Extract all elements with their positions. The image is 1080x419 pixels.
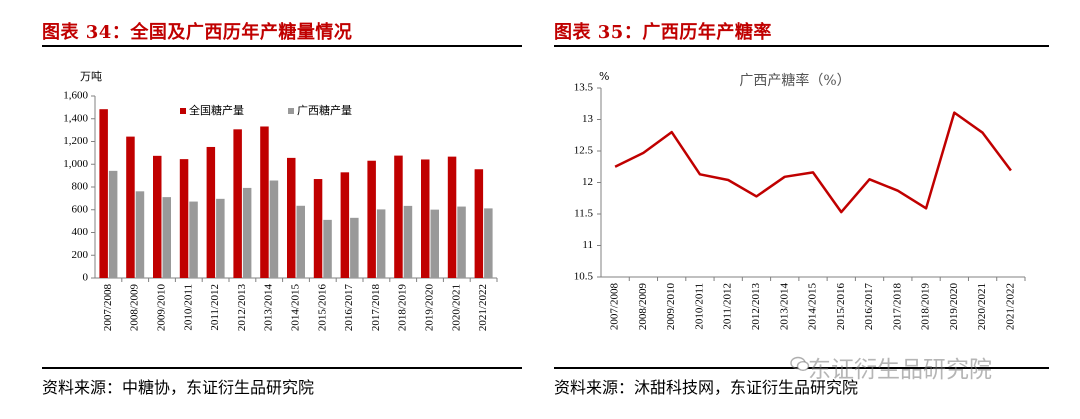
figure-34-bottom-rule [42,367,522,369]
x-tick-label: 2019/2020 [948,283,960,331]
y-unit-label: 万吨 [80,70,102,83]
bar-guangxi [457,206,466,278]
x-tick-label: 2016/2017 [343,284,355,332]
x-tick-label: 2011/2012 [722,283,734,330]
x-tick-label: 2010/2011 [182,284,194,331]
y-tick-label: 200 [72,249,89,261]
bar-national [126,136,135,278]
figure-35-title: 图表 35：广西历年产糖率 [554,22,772,43]
bar-guangxi [350,217,359,278]
bar-guangxi [376,209,386,278]
bar-national [474,169,484,278]
watermark-text: 东证衍生品研究院 [808,357,992,383]
bar-guangxi [108,170,118,278]
x-tick-label: 2017/2018 [370,284,382,332]
bar-national [260,126,269,278]
bar-national [394,155,403,278]
x-tick-label: 2014/2015 [807,283,819,331]
y-tick-label: 10.5 [574,271,594,283]
x-tick-label: 2020/2021 [976,283,988,330]
wechat-icon [790,356,810,372]
bar-guangxi [430,209,439,278]
bar-guangxi [189,201,198,278]
x-tick-label: 2010/2011 [693,283,705,330]
x-tick-label: 2021/2022 [477,284,489,331]
x-tick-label: 2017/2018 [891,283,903,331]
x-tick-label: 2013/2014 [263,284,275,332]
x-tick-label: 2019/2020 [424,284,436,332]
bar-national [340,172,350,278]
bar-guangxi [323,219,332,278]
bar-guangxi [216,198,225,278]
y-tick-label: 1,200 [63,135,88,147]
y-tick-label: 11 [582,239,593,251]
x-tick-label: 2016/2017 [863,283,875,331]
bar-guangxi [484,208,493,278]
x-tick-label: 2014/2015 [290,284,302,332]
x-tick-label: 2011/2012 [209,284,221,331]
x-tick-label: 2008/2009 [637,283,649,331]
bar-national [179,159,189,278]
figure-35-top-rule [554,45,1049,47]
bar-guangxi [269,180,279,278]
x-tick-label: 2007/2008 [609,283,621,331]
legend-label: 广西糖产量 [297,103,352,117]
x-tick-label: 2007/2008 [102,284,114,332]
x-tick-label: 2018/2019 [920,283,932,331]
bar-guangxi [135,191,145,278]
y-tick-label: 11.5 [574,208,593,220]
y-tick-label: 1,600 [63,90,88,102]
bar-guangxi [403,205,413,278]
x-tick-label: 2020/2021 [450,284,462,331]
bar-national [206,146,216,278]
y-tick-label: 600 [72,203,89,215]
figure-34-title: 图表 34：全国及广西历年产糖量情况 [42,22,353,43]
figure-35-source: 资料来源：沐甜科技网，东证衍生品研究院 [554,378,859,397]
legend-swatch [288,108,294,114]
x-tick-label: 2009/2010 [665,283,677,331]
bar-national [153,155,162,278]
y-tick-label: 12 [582,176,593,188]
bar-national [367,160,376,278]
chart-title: 广西产糖率（%） [739,72,850,89]
bar-guangxi [296,205,305,278]
x-tick-label: 2012/2013 [236,284,248,332]
bar-guangxi [162,197,171,278]
series-line [614,111,1012,214]
x-tick-label: 2009/2010 [156,284,168,332]
x-tick-label: 2015/2016 [835,283,847,331]
x-tick-label: 2018/2019 [397,284,409,332]
y-tick-label: 13 [582,113,594,125]
y-unit-label: % [599,70,609,83]
legend-swatch [180,108,186,114]
y-tick-label: 1,000 [63,158,88,170]
y-tick-label: 400 [72,226,89,238]
y-tick-label: 0 [83,272,89,284]
bar-chart: 万吨 0 200 400 600 800 1,000 1,200 1,400 1,600 2007/… [63,70,498,332]
y-tick-label: 1,400 [63,112,88,124]
x-tick-label: 2013/2014 [778,283,790,331]
x-tick-label: 2008/2009 [129,284,141,332]
x-tick-label: 2012/2013 [750,283,762,331]
line-chart: % 广西产糖率（%） 10.5 11 11.5 12 12.5 13 13.5 2007/2008… [574,70,1026,331]
y-tick-label: 13.5 [574,82,594,94]
bar-national [99,109,108,278]
bar-guangxi [242,187,252,278]
figure-34-source: 资料来源：中糖协，东证衍生品研究院 [42,378,315,397]
legend-label: 全国糖产量 [189,103,244,117]
figure-34-top-rule [42,45,522,47]
bar-national [421,159,430,278]
y-tick-label: 12.5 [574,145,594,157]
y-tick-label: 800 [72,181,89,193]
bar-national [447,156,457,278]
x-tick-label: 2021/2022 [1004,283,1016,330]
figure-34: 图表 34：全国及广西历年产糖量情况 万吨 0 200 400 600 800 1,000 1… [42,22,522,397]
x-tick-label: 2015/2016 [316,284,328,332]
bar-national [233,129,242,278]
bar-national [313,179,323,278]
bar-national [287,157,296,278]
